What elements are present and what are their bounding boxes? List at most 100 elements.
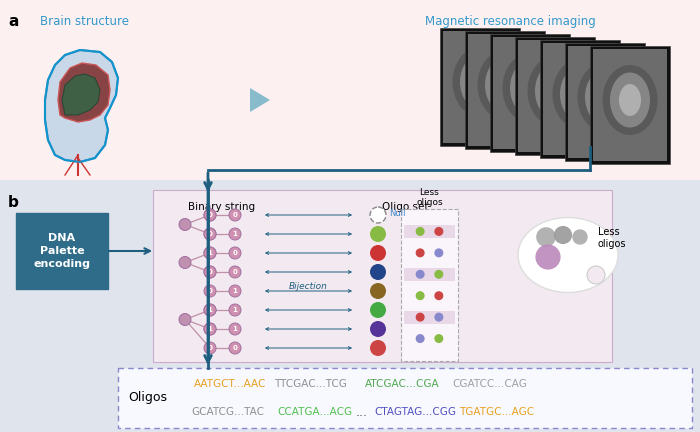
Ellipse shape bbox=[585, 70, 625, 124]
Ellipse shape bbox=[510, 60, 550, 115]
Text: 0: 0 bbox=[232, 250, 237, 256]
Circle shape bbox=[179, 219, 191, 231]
Circle shape bbox=[204, 304, 216, 316]
Circle shape bbox=[434, 227, 443, 236]
FancyBboxPatch shape bbox=[493, 37, 567, 149]
Circle shape bbox=[370, 207, 386, 223]
Text: 1: 1 bbox=[232, 231, 237, 237]
Circle shape bbox=[554, 226, 572, 244]
Ellipse shape bbox=[485, 57, 525, 112]
Circle shape bbox=[536, 227, 556, 247]
FancyBboxPatch shape bbox=[465, 31, 545, 149]
Circle shape bbox=[204, 285, 216, 297]
Circle shape bbox=[434, 313, 443, 322]
Circle shape bbox=[229, 228, 241, 240]
Text: 1: 1 bbox=[208, 250, 212, 256]
Circle shape bbox=[573, 229, 588, 245]
Ellipse shape bbox=[619, 84, 641, 116]
FancyBboxPatch shape bbox=[565, 43, 645, 161]
Ellipse shape bbox=[469, 66, 491, 98]
Circle shape bbox=[416, 270, 425, 279]
Circle shape bbox=[416, 313, 425, 322]
Text: Brain structure: Brain structure bbox=[41, 15, 130, 28]
Circle shape bbox=[204, 247, 216, 259]
Text: 0: 0 bbox=[232, 269, 237, 275]
Ellipse shape bbox=[518, 217, 618, 292]
FancyBboxPatch shape bbox=[401, 209, 458, 361]
Text: CGATCC...CAG: CGATCC...CAG bbox=[453, 379, 527, 389]
Ellipse shape bbox=[477, 50, 533, 120]
Text: Oligo set: Oligo set bbox=[382, 202, 428, 212]
Circle shape bbox=[204, 266, 216, 278]
Text: 1: 1 bbox=[208, 326, 212, 332]
Text: Null: Null bbox=[389, 209, 405, 217]
Text: Less
oligos: Less oligos bbox=[598, 227, 626, 248]
FancyBboxPatch shape bbox=[543, 43, 617, 155]
Circle shape bbox=[416, 227, 425, 236]
Circle shape bbox=[204, 342, 216, 354]
FancyBboxPatch shape bbox=[468, 34, 542, 146]
Circle shape bbox=[204, 266, 216, 278]
Text: Binary string: Binary string bbox=[188, 202, 256, 212]
Circle shape bbox=[179, 257, 191, 269]
Text: 0: 0 bbox=[208, 231, 212, 237]
Polygon shape bbox=[58, 63, 110, 122]
FancyBboxPatch shape bbox=[440, 28, 520, 146]
FancyBboxPatch shape bbox=[490, 34, 570, 152]
Circle shape bbox=[204, 247, 216, 259]
Circle shape bbox=[204, 323, 216, 335]
Ellipse shape bbox=[569, 78, 591, 110]
FancyBboxPatch shape bbox=[118, 368, 692, 428]
Circle shape bbox=[416, 291, 425, 300]
Circle shape bbox=[204, 209, 216, 221]
Text: TTCGAC...TCG: TTCGAC...TCG bbox=[274, 379, 346, 389]
Circle shape bbox=[370, 340, 386, 356]
Text: b: b bbox=[8, 195, 19, 210]
Circle shape bbox=[434, 248, 443, 257]
Text: DNA
Palette
encoding: DNA Palette encoding bbox=[34, 233, 90, 269]
Circle shape bbox=[229, 304, 241, 316]
Ellipse shape bbox=[460, 54, 500, 109]
Text: Less
oligos: Less oligos bbox=[416, 187, 443, 207]
FancyBboxPatch shape bbox=[443, 31, 517, 143]
Ellipse shape bbox=[494, 69, 516, 101]
Circle shape bbox=[434, 270, 443, 279]
Circle shape bbox=[370, 226, 386, 242]
Text: Oligos: Oligos bbox=[129, 391, 167, 404]
Circle shape bbox=[416, 248, 425, 257]
Polygon shape bbox=[250, 88, 270, 112]
Ellipse shape bbox=[603, 65, 657, 135]
Circle shape bbox=[370, 264, 386, 280]
FancyBboxPatch shape bbox=[153, 190, 612, 362]
Text: AATGCT...AAC: AATGCT...AAC bbox=[194, 379, 266, 389]
Circle shape bbox=[587, 266, 605, 284]
FancyBboxPatch shape bbox=[518, 40, 592, 152]
Ellipse shape bbox=[552, 59, 608, 129]
Circle shape bbox=[204, 209, 216, 221]
Text: TGATGC...AGC: TGATGC...AGC bbox=[459, 407, 535, 417]
Ellipse shape bbox=[610, 73, 650, 127]
Text: 0: 0 bbox=[232, 345, 237, 351]
Text: 0: 0 bbox=[208, 345, 212, 351]
FancyBboxPatch shape bbox=[0, 0, 700, 180]
Ellipse shape bbox=[519, 72, 541, 104]
Text: a: a bbox=[8, 14, 18, 29]
FancyBboxPatch shape bbox=[593, 49, 667, 161]
Circle shape bbox=[229, 266, 241, 278]
Text: CCATGA...ACG: CCATGA...ACG bbox=[277, 407, 353, 417]
Circle shape bbox=[179, 314, 191, 325]
Text: 1: 1 bbox=[232, 326, 237, 332]
FancyBboxPatch shape bbox=[540, 40, 620, 158]
Ellipse shape bbox=[528, 56, 582, 126]
Polygon shape bbox=[62, 74, 100, 115]
Text: CTAGTAG...CGG: CTAGTAG...CGG bbox=[374, 407, 456, 417]
Circle shape bbox=[204, 304, 216, 316]
Circle shape bbox=[229, 247, 241, 259]
FancyBboxPatch shape bbox=[515, 37, 595, 155]
Circle shape bbox=[370, 321, 386, 337]
Ellipse shape bbox=[578, 62, 633, 132]
Circle shape bbox=[370, 245, 386, 261]
Text: 0: 0 bbox=[208, 288, 212, 294]
FancyBboxPatch shape bbox=[404, 311, 455, 324]
Text: Magnetic resonance imaging: Magnetic resonance imaging bbox=[425, 15, 596, 28]
